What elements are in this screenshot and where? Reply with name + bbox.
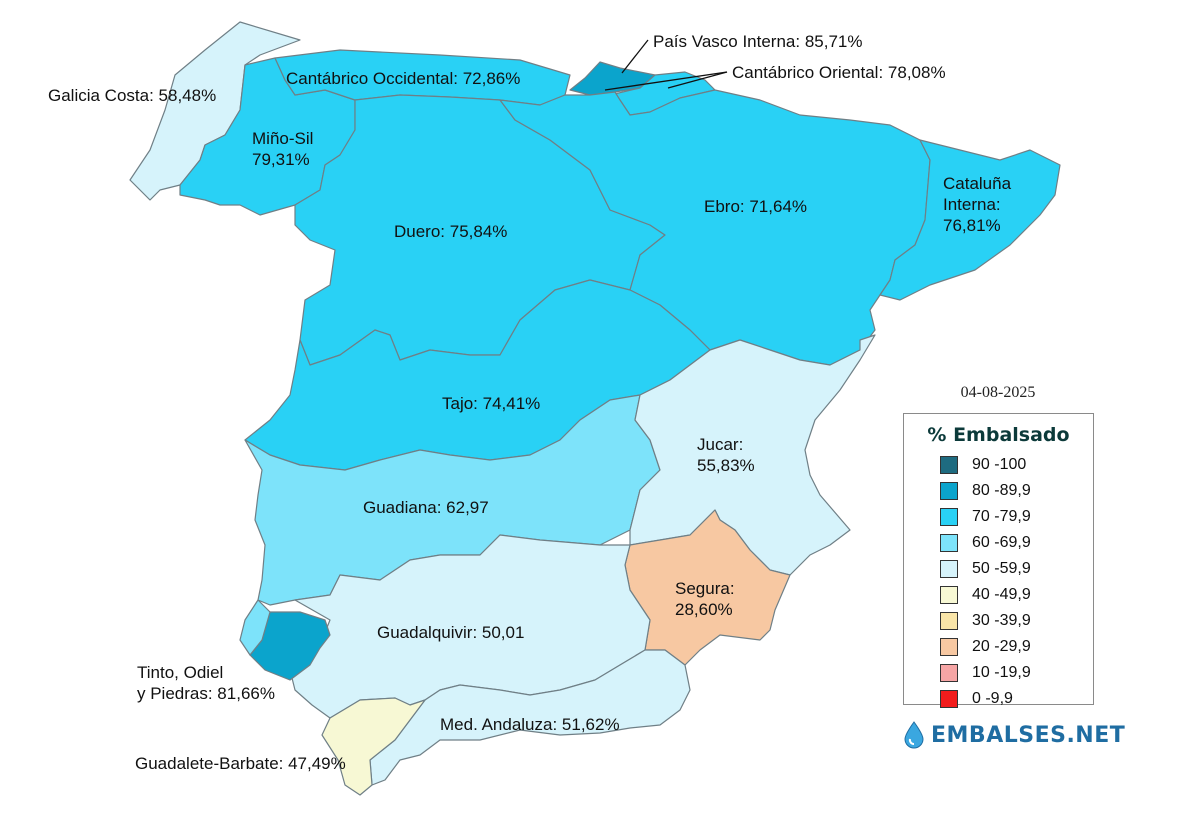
label-line: Tajo: 74,41%: [442, 394, 540, 413]
legend-label: 80 -89,9: [972, 482, 1031, 499]
legend-label: 20 -29,9: [972, 638, 1031, 655]
legend-item: 80 -89,9: [904, 478, 1093, 504]
legend-item: 10 -19,9: [904, 660, 1093, 686]
legend-label: 50 -59,9: [972, 560, 1031, 577]
legend-label: 60 -69,9: [972, 534, 1031, 551]
region-guadiana-coast: [239, 599, 271, 656]
label-line: y Piedras: 81,66%: [137, 684, 275, 703]
legend-swatch: [940, 690, 958, 708]
legend-label: 70 -79,9: [972, 508, 1031, 525]
map-date: 04-08-2025: [960, 384, 1036, 401]
label-guadiana: Guadiana: 62,97: [363, 498, 489, 517]
legend-swatch: [940, 586, 958, 604]
label-duero: Duero: 75,84%: [394, 222, 507, 241]
legend-label: 30 -39,9: [972, 612, 1031, 629]
label-line: Interna:: [943, 195, 1001, 214]
region-cataluna-interna[interactable]: [879, 139, 1061, 301]
label-line: 55,83%: [697, 456, 755, 475]
label-line: Med. Andaluza: 51,62%: [440, 715, 620, 734]
label-line: Segura:: [675, 579, 735, 598]
label-line: 79,31%: [252, 150, 310, 169]
region-jucar[interactable]: [629, 334, 876, 576]
label-line: Cantábrico Oriental: 78,08%: [732, 63, 946, 82]
label-med-andaluza: Med. Andaluza: 51,62%: [440, 715, 620, 734]
legend-swatch: [940, 482, 958, 500]
label-line: 28,60%: [675, 600, 733, 619]
label-line: 76,81%: [943, 216, 1001, 235]
label-line: Ebro: 71,64%: [704, 197, 807, 216]
legend-swatch: [940, 534, 958, 552]
water-drop-icon: [904, 721, 924, 749]
label-segura: Segura: 28,60%: [675, 579, 735, 619]
legend-item: 30 -39,9: [904, 608, 1093, 634]
label-mino-sil: Miño-Sil 79,31%: [252, 129, 313, 169]
legend-label: 40 -49,9: [972, 586, 1031, 603]
label-line: Galicia Costa: 58,48%: [48, 86, 216, 105]
label-line: Guadiana: 62,97: [363, 498, 489, 517]
legend: % Embalsado 90 -100 80 -89,9 70 -79,9 60 -6…: [903, 413, 1094, 708]
label-cantabrico-occidental: Cantábrico Occidental: 72,86%: [286, 69, 520, 88]
label-line: Cantábrico Occidental: 72,86%: [286, 69, 520, 88]
label-galicia-costa: Galicia Costa: 58,48%: [48, 86, 216, 105]
region-guadiana[interactable]: [244, 394, 661, 606]
brand-text: EMBALSES.NET: [931, 722, 1126, 748]
label-tinto-odiel-piedras: Tinto, Odiel y Piedras: 81,66%: [137, 663, 275, 703]
label-line: Tinto, Odiel: [137, 663, 223, 682]
label-line: Duero: 75,84%: [394, 222, 507, 241]
brand-logo: EMBALSES.NET: [903, 721, 1125, 749]
label-cataluna-interna: Cataluña Interna: 76,81%: [943, 174, 1012, 235]
leader-lines: [604, 39, 728, 91]
label-line: Guadalete-Barbate: 47,49%: [135, 754, 346, 773]
region-guadalete-barbate[interactable]: [321, 697, 426, 796]
legend-item: 90 -100: [904, 452, 1093, 478]
legend-item: 60 -69,9: [904, 530, 1093, 556]
legend-item: 40 -49,9: [904, 582, 1093, 608]
legend-label: 90 -100: [972, 456, 1027, 473]
legend-label: 0 -9,9: [972, 690, 1013, 707]
label-tajo: Tajo: 74,41%: [442, 394, 540, 413]
legend-item: 50 -59,9: [904, 556, 1093, 582]
legend-swatch: [940, 612, 958, 630]
legend-swatch: [940, 456, 958, 474]
legend-swatch: [940, 508, 958, 526]
legend-title: % Embalsado: [927, 424, 1070, 446]
label-guadalete-barbate: Guadalete-Barbate: 47,49%: [135, 754, 346, 773]
label-line: Jucar:: [697, 435, 743, 454]
legend-label: 10 -19,9: [972, 664, 1031, 681]
label-pais-vasco-interna: País Vasco Interna: 85,71%: [653, 32, 862, 51]
label-line: Guadalquivir: 50,01: [377, 623, 524, 642]
legend-swatch: [940, 560, 958, 578]
legend-item: 20 -29,9: [904, 634, 1093, 660]
legend-item: 0 -9,9: [904, 686, 1093, 712]
label-line: Miño-Sil: [252, 129, 313, 148]
label-line: Cataluña: [943, 174, 1012, 193]
label-guadalquivir: Guadalquivir: 50,01: [377, 623, 524, 642]
legend-swatch: [940, 638, 958, 656]
label-line: País Vasco Interna: 85,71%: [653, 32, 862, 51]
label-cantabrico-oriental: Cantábrico Oriental: 78,08%: [732, 63, 946, 82]
label-ebro: Ebro: 71,64%: [704, 197, 807, 216]
legend-swatch: [940, 664, 958, 682]
legend-item: 70 -79,9: [904, 504, 1093, 530]
label-jucar: Jucar: 55,83%: [697, 435, 755, 475]
